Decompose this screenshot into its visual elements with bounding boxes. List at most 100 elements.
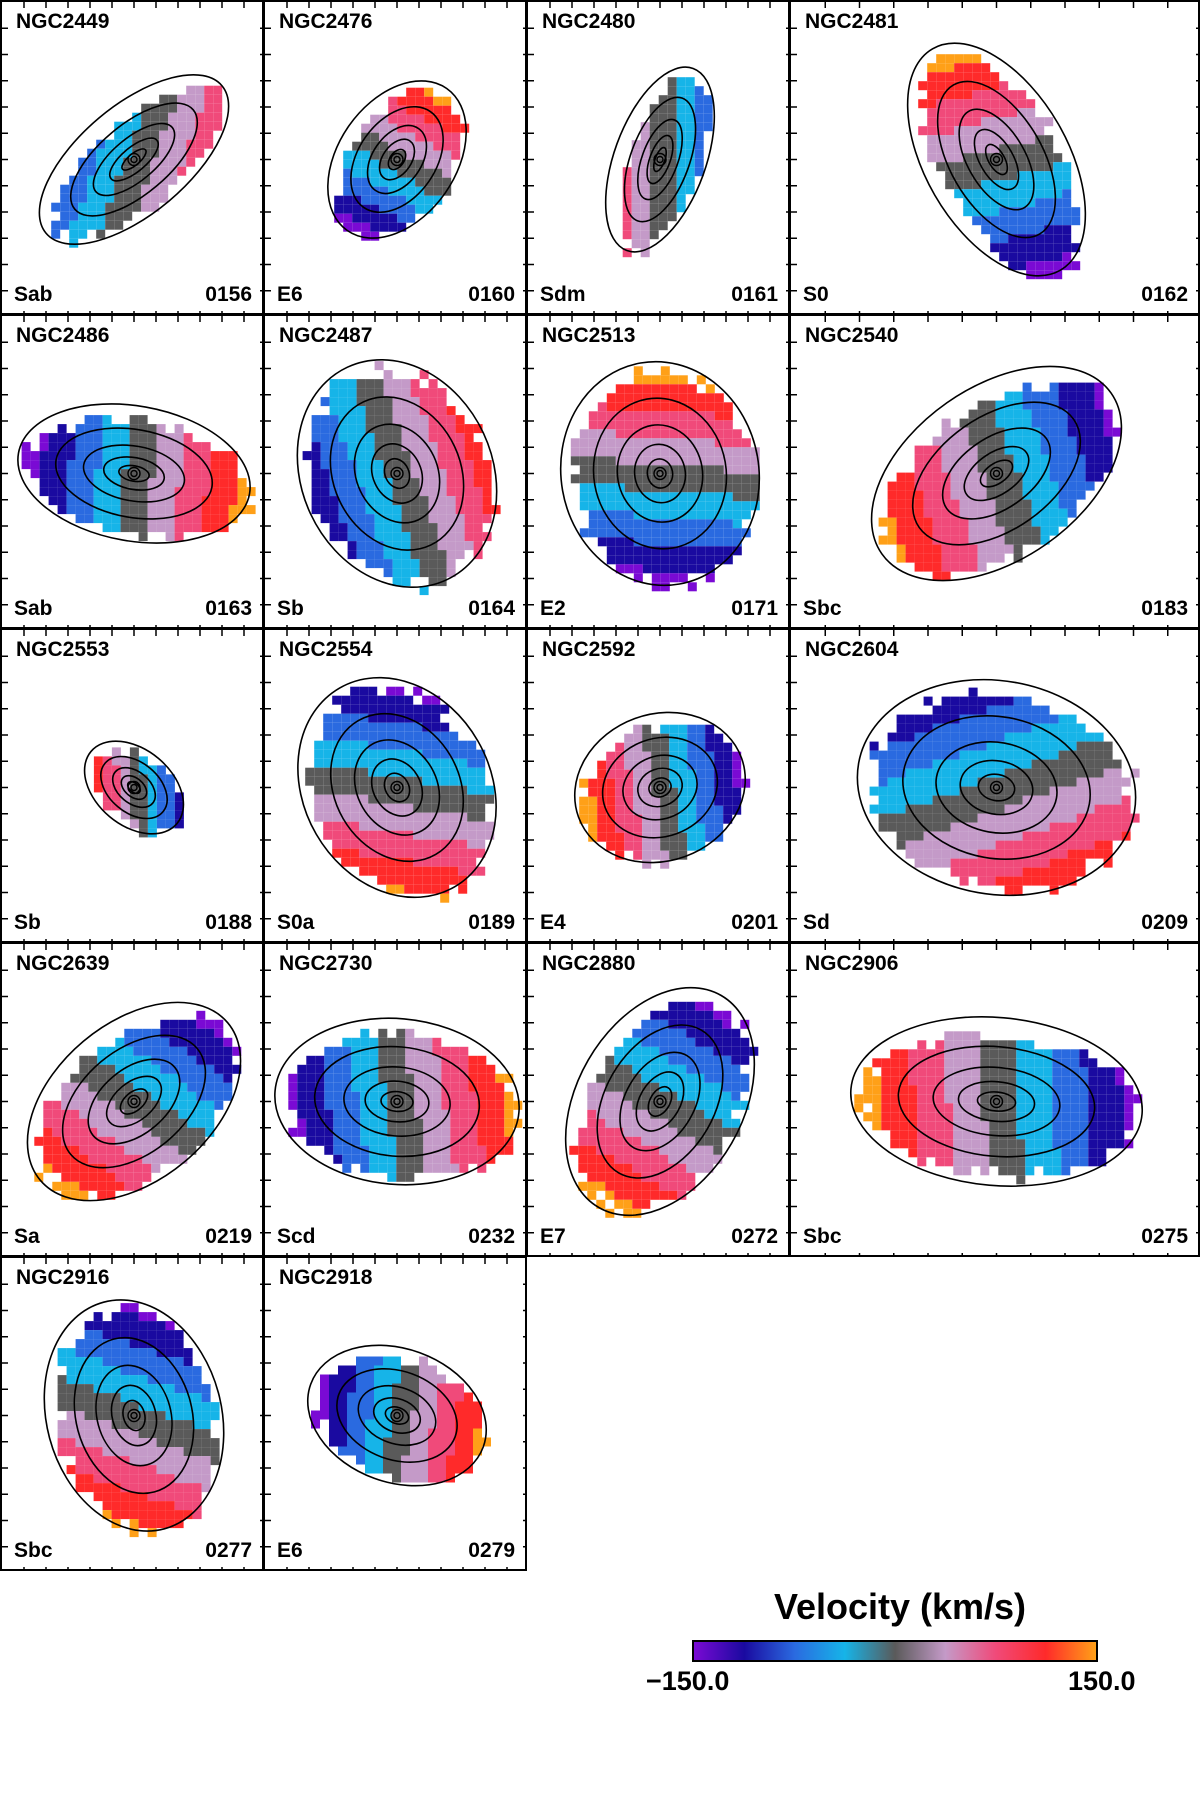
velocity-map	[528, 2, 788, 313]
galaxy-panel: NGC2918 E6 0279	[263, 1256, 527, 1571]
isophote-contours	[604, 66, 716, 253]
velocity-map	[2, 944, 262, 1255]
galaxy-panel: NGC2449 Sab 0156	[0, 0, 264, 315]
morph-type: E6	[277, 283, 303, 306]
galaxy-panel: NGC2730 Scd 0232	[263, 942, 527, 1257]
velocity-pixels	[918, 54, 1081, 280]
califa-id: 0219	[205, 1225, 252, 1248]
morph-type: Sa	[14, 1225, 40, 1248]
galaxy-panel: NGC2480 Sdm 0161	[526, 0, 790, 315]
morph-type: E6	[277, 1539, 303, 1562]
califa-id: 0272	[731, 1225, 778, 1248]
galaxy-name: NGC2487	[279, 324, 373, 347]
velocity-pixels	[869, 687, 1140, 895]
califa-id: 0183	[1141, 597, 1188, 620]
velocity-map	[265, 316, 525, 627]
califa-id: 0160	[468, 283, 515, 306]
velocity-pixels	[878, 382, 1122, 581]
galaxy-name: NGC2449	[16, 10, 110, 33]
isophote-contours	[327, 80, 467, 239]
galaxy-name: NGC2481	[805, 10, 899, 33]
califa-id: 0188	[205, 911, 252, 934]
velocity-pixels	[569, 1001, 759, 1218]
galaxy-name: NGC2486	[16, 324, 110, 347]
isophote-contours	[38, 73, 230, 246]
velocity-map	[2, 2, 262, 313]
galaxy-name: NGC2880	[542, 952, 636, 975]
velocity-map	[528, 316, 788, 627]
velocity-map	[528, 944, 788, 1255]
morph-type: Sbc	[803, 1225, 842, 1248]
velocity-pixels	[311, 1356, 491, 1483]
morph-type: Sdm	[540, 283, 586, 306]
velocity-pixels	[288, 1028, 523, 1182]
isophote-contours	[856, 678, 1137, 897]
velocity-map	[2, 1258, 262, 1569]
velocity-map	[791, 2, 1198, 313]
califa-id: 0209	[1141, 911, 1188, 934]
galaxy-panel: NGC2880 E7 0272	[526, 942, 790, 1257]
galaxy-name: NGC2730	[279, 952, 373, 975]
galaxy-name: NGC2592	[542, 638, 636, 661]
galaxy-panel: NGC2639 Sa 0219	[0, 942, 264, 1257]
califa-id: 0279	[468, 1539, 515, 1562]
isophote-contours	[573, 711, 747, 864]
galaxy-name: NGC2476	[279, 10, 373, 33]
velocity-map	[2, 316, 262, 627]
velocity-pixels	[579, 724, 751, 869]
velocity-pixels	[302, 361, 501, 596]
galaxy-name: NGC2554	[279, 638, 373, 661]
galaxy-name: NGC2553	[16, 638, 110, 661]
velocity-pixels	[622, 77, 713, 258]
morph-type: S0a	[277, 911, 315, 934]
galaxy-panel: NGC2604 Sd 0209	[789, 628, 1200, 943]
isophote-contours	[297, 676, 497, 899]
galaxy-panel: NGC2553 Sb 0188	[0, 628, 264, 943]
galaxy-name: NGC2604	[805, 638, 899, 661]
califa-id: 0275	[1141, 1225, 1188, 1248]
galaxy-name: NGC2906	[805, 952, 899, 975]
califa-id: 0171	[731, 597, 778, 620]
isophote-contours	[17, 403, 251, 544]
morph-type: Sb	[14, 911, 41, 934]
galaxy-panel: NGC2916 Sbc 0277	[0, 1256, 264, 1571]
isophote-contours	[870, 365, 1123, 582]
isophote-contours	[906, 42, 1087, 277]
velocity-map	[791, 316, 1198, 627]
califa-id: 0201	[731, 911, 778, 934]
velocity-pixels	[854, 1031, 1143, 1185]
velocity-legend: Velocity (km/s) −150.0 150.0	[600, 1560, 1200, 1796]
legend-title: Velocity (km/s)	[773, 1586, 1027, 1627]
galaxy-panel: NGC2906 Sbc 0275	[789, 942, 1200, 1257]
morph-type: Sab	[14, 283, 53, 306]
morph-type: Sb	[277, 597, 304, 620]
morph-type: Sab	[14, 597, 53, 620]
galaxy-panel: NGC2481 S0 0162	[789, 0, 1200, 315]
califa-id: 0232	[468, 1225, 515, 1248]
isophote-contours	[849, 1016, 1144, 1187]
galaxy-name: NGC2540	[805, 324, 899, 347]
velocity-map	[265, 944, 525, 1255]
velocity-map	[791, 944, 1198, 1255]
isophote-contours	[26, 1001, 242, 1202]
morph-type: Sbc	[803, 597, 842, 620]
morph-type: S0	[803, 283, 829, 306]
morph-type: Scd	[277, 1225, 316, 1248]
califa-id: 0164	[468, 597, 515, 620]
galaxy-name: NGC2480	[542, 10, 636, 33]
califa-id: 0156	[205, 283, 252, 306]
califa-id: 0163	[205, 597, 252, 620]
isophote-contours	[296, 359, 498, 588]
galaxy-name: NGC2639	[16, 952, 110, 975]
califa-id: 0162	[1141, 283, 1188, 306]
velocity-colorbar	[692, 1640, 1098, 1662]
galaxy-name: NGC2918	[279, 1266, 373, 1289]
morph-type: E4	[540, 911, 566, 934]
califa-id: 0189	[468, 911, 515, 934]
velocity-map	[265, 630, 525, 941]
morph-type: E2	[540, 597, 566, 620]
califa-id: 0161	[731, 283, 778, 306]
galaxy-panel: NGC2486 Sab 0163	[0, 314, 264, 629]
isophote-contours	[306, 1344, 488, 1487]
